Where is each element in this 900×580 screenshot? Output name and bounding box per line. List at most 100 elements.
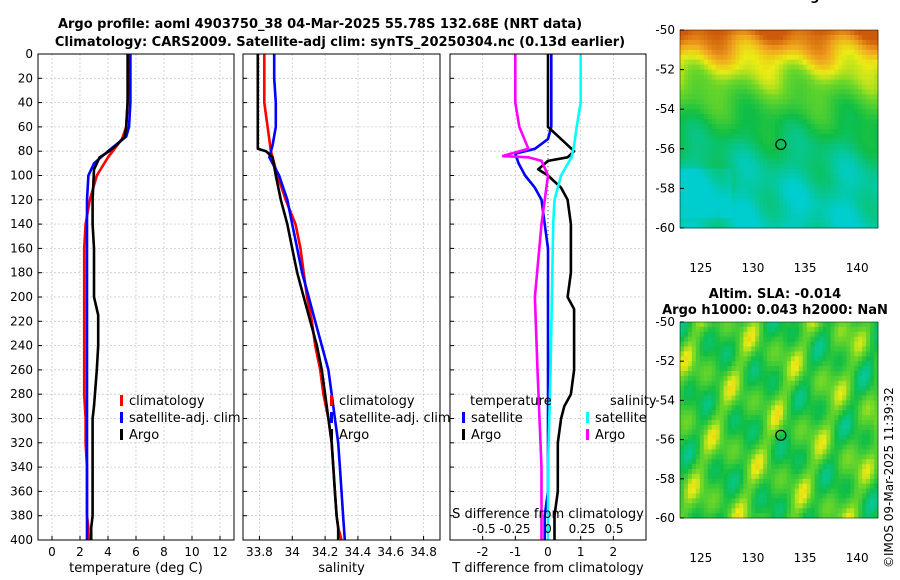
map-cell — [834, 39, 839, 46]
map-cell — [818, 405, 823, 411]
map-cell — [683, 44, 689, 51]
map-cell — [755, 203, 760, 209]
map-cell — [830, 208, 835, 214]
map-cell — [767, 124, 772, 130]
map-cell — [735, 173, 740, 179]
map-cell — [806, 395, 812, 401]
x-tick-label: 34.4 — [345, 545, 372, 559]
map-cell — [731, 203, 736, 209]
map-cell — [830, 59, 835, 66]
map-cell — [822, 158, 827, 165]
map-cell — [842, 148, 847, 155]
map-cell — [854, 148, 859, 155]
map-cell — [727, 498, 732, 504]
map-cell — [751, 322, 756, 328]
map-cell — [802, 371, 808, 377]
map-cell — [838, 158, 843, 165]
map-cell — [794, 400, 800, 406]
map-cell — [798, 74, 804, 80]
map-cell — [683, 223, 689, 229]
map-cell — [826, 424, 831, 431]
map-cell — [790, 168, 796, 174]
map-cell — [874, 336, 879, 342]
map-cell — [782, 380, 788, 387]
map-cell — [842, 483, 847, 489]
map-cell — [854, 213, 859, 219]
map-cell — [846, 473, 851, 480]
map-cell — [763, 380, 768, 387]
map-cell — [862, 143, 867, 150]
map-cell — [683, 64, 689, 70]
map-cell — [814, 208, 819, 214]
map-cell — [771, 385, 776, 391]
map-cell — [767, 153, 772, 160]
map-cell — [767, 54, 772, 61]
map-cell — [846, 54, 851, 61]
map-cell — [699, 361, 705, 367]
map-cell — [854, 193, 859, 199]
map-cell — [779, 54, 784, 61]
map-cell — [743, 429, 748, 436]
map-cell — [751, 30, 756, 36]
map-cell — [790, 39, 796, 46]
map-cell — [802, 508, 808, 514]
map-cell — [846, 193, 851, 199]
map-cell — [830, 366, 835, 372]
map-cell — [850, 183, 855, 189]
map-cell — [794, 44, 800, 51]
map-cell — [680, 69, 685, 75]
map-cell — [715, 158, 720, 165]
map-cell — [830, 483, 835, 489]
map-cell — [786, 158, 792, 165]
map-cell — [802, 400, 808, 406]
map-cell — [755, 69, 760, 75]
map-cell — [680, 385, 685, 391]
map-cell — [743, 143, 748, 150]
map-cell — [743, 415, 748, 421]
map-cell — [822, 74, 827, 80]
map-cell — [806, 405, 812, 411]
map-cell — [735, 163, 740, 169]
map-cell — [802, 356, 808, 362]
map-cell — [850, 405, 855, 411]
map-cell — [751, 395, 756, 401]
map-cell — [782, 395, 788, 401]
map-cell — [735, 375, 740, 382]
map-cell — [771, 148, 776, 155]
map-cell — [727, 469, 732, 475]
map-cell — [870, 114, 875, 120]
map-cell — [822, 168, 827, 174]
map-cell — [731, 346, 736, 352]
map-cell — [719, 133, 724, 140]
map-cell — [707, 444, 713, 450]
map-cell — [798, 454, 804, 460]
map-cell — [715, 54, 720, 61]
map-cell — [834, 434, 839, 440]
map-cell — [826, 158, 831, 165]
map-cell — [806, 143, 812, 150]
map-cell — [695, 420, 701, 426]
y-tick-label: 260 — [10, 363, 33, 377]
map-cell — [838, 429, 843, 436]
map-cell — [767, 336, 772, 342]
map-cell — [711, 213, 717, 219]
map-cell — [782, 54, 788, 61]
map-cell — [767, 375, 772, 382]
map-cell — [687, 173, 693, 179]
map-cell — [735, 488, 740, 494]
map-cell — [711, 434, 717, 440]
map-cell — [866, 119, 871, 125]
map-cell — [743, 424, 748, 431]
map-cell — [798, 331, 804, 338]
series-line-argo — [89, 54, 129, 540]
map-cell — [822, 498, 827, 504]
map-cell — [854, 346, 859, 352]
map-cell — [850, 390, 855, 396]
map-cell — [739, 439, 744, 445]
map-cell — [703, 153, 709, 160]
map-cell — [810, 488, 816, 494]
map-cell — [767, 34, 772, 41]
map-y-tick-label: -52 — [655, 354, 675, 368]
map-cell — [850, 119, 855, 125]
map-cell — [715, 434, 720, 440]
